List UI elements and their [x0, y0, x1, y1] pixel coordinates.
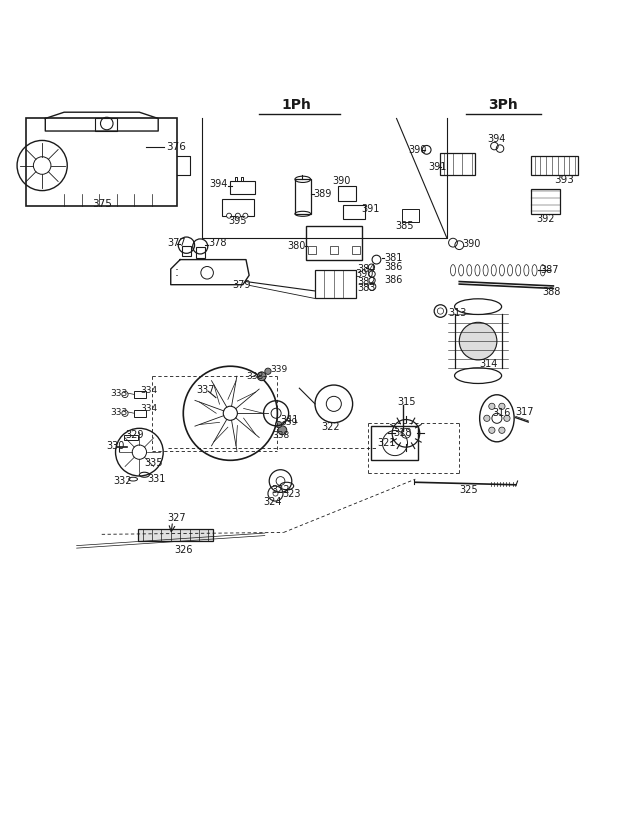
- Text: 386: 386: [384, 275, 403, 285]
- Text: 386: 386: [384, 262, 403, 272]
- Bar: [372, 426, 418, 460]
- Text: 324: 324: [263, 497, 282, 506]
- Circle shape: [484, 415, 490, 422]
- Bar: [196, 247, 205, 258]
- Text: 380: 380: [287, 242, 306, 252]
- Text: 322: 322: [271, 485, 290, 496]
- Text: 337: 337: [196, 385, 214, 395]
- Text: 382: 382: [358, 277, 376, 287]
- Text: 341: 341: [280, 414, 299, 425]
- Bar: [308, 247, 316, 254]
- Text: 339: 339: [270, 365, 287, 374]
- Text: 313: 313: [448, 308, 466, 318]
- Text: 376: 376: [166, 142, 186, 151]
- Text: 329: 329: [125, 431, 144, 440]
- Bar: [26, 119, 177, 206]
- Bar: [222, 199, 253, 217]
- Bar: [306, 225, 362, 260]
- Circle shape: [243, 213, 248, 218]
- Text: 393: 393: [554, 175, 575, 185]
- Text: 378: 378: [209, 238, 227, 247]
- Circle shape: [278, 426, 287, 435]
- Bar: [330, 247, 338, 254]
- Bar: [315, 270, 356, 299]
- Text: 332: 332: [113, 476, 132, 486]
- Text: 375: 375: [93, 199, 112, 209]
- Circle shape: [257, 372, 266, 381]
- Circle shape: [504, 415, 510, 422]
- Bar: [338, 186, 357, 201]
- Text: 334: 334: [140, 386, 158, 395]
- Text: 390: 390: [408, 145, 427, 155]
- Text: 339: 339: [280, 418, 298, 427]
- Text: 333: 333: [110, 389, 127, 398]
- Text: 331: 331: [147, 474, 165, 484]
- Text: 388: 388: [542, 287, 561, 296]
- Text: 384: 384: [357, 264, 375, 274]
- Text: 395: 395: [229, 216, 247, 225]
- Text: 314: 314: [479, 359, 498, 370]
- Text: 390: 390: [356, 269, 374, 279]
- Circle shape: [499, 403, 505, 409]
- Circle shape: [489, 427, 495, 433]
- Text: 317: 317: [516, 407, 534, 417]
- Bar: [182, 247, 191, 256]
- Bar: [134, 409, 146, 417]
- Circle shape: [489, 403, 495, 409]
- Text: 394: 394: [210, 179, 228, 189]
- Text: 325: 325: [459, 485, 478, 495]
- Text: 379: 379: [232, 280, 251, 291]
- Text: 381: 381: [384, 252, 403, 263]
- Text: 391: 391: [362, 204, 380, 214]
- Text: 383: 383: [358, 282, 376, 293]
- Bar: [134, 391, 146, 398]
- Bar: [295, 179, 311, 214]
- Bar: [124, 435, 138, 440]
- Bar: [138, 529, 214, 540]
- Bar: [531, 189, 559, 214]
- Text: 327: 327: [168, 513, 186, 523]
- Text: 338: 338: [246, 372, 263, 382]
- Bar: [440, 153, 475, 175]
- Text: 316: 316: [492, 408, 510, 418]
- Text: 387: 387: [541, 265, 559, 275]
- Text: 392: 392: [536, 214, 555, 224]
- Text: 330: 330: [106, 441, 125, 451]
- Circle shape: [275, 422, 282, 427]
- Circle shape: [265, 368, 271, 374]
- Text: 394: 394: [488, 134, 506, 144]
- Text: 391: 391: [428, 163, 446, 173]
- Bar: [401, 209, 419, 222]
- Text: 323: 323: [282, 488, 301, 498]
- Circle shape: [459, 322, 497, 360]
- Text: 326: 326: [174, 545, 192, 555]
- Text: 3Ph: 3Ph: [488, 98, 518, 112]
- Text: 334: 334: [140, 405, 158, 414]
- Text: 315: 315: [398, 397, 416, 407]
- Text: 390: 390: [332, 176, 350, 186]
- Text: 318: 318: [393, 428, 412, 439]
- Text: 385: 385: [395, 221, 414, 231]
- Text: 321: 321: [378, 438, 396, 448]
- Circle shape: [236, 213, 241, 218]
- Text: 1Ph: 1Ph: [281, 98, 311, 112]
- Circle shape: [499, 427, 505, 433]
- Text: 333: 333: [110, 408, 127, 417]
- Bar: [96, 119, 117, 131]
- Circle shape: [227, 213, 232, 218]
- Bar: [352, 247, 360, 254]
- Text: 389: 389: [314, 189, 332, 199]
- Text: 390: 390: [462, 239, 481, 249]
- Text: 322: 322: [321, 422, 340, 432]
- Text: 335: 335: [144, 458, 163, 468]
- Bar: [231, 181, 255, 195]
- Bar: [531, 156, 578, 175]
- Bar: [343, 205, 365, 219]
- Text: 377: 377: [168, 238, 186, 247]
- Text: 338: 338: [272, 431, 290, 440]
